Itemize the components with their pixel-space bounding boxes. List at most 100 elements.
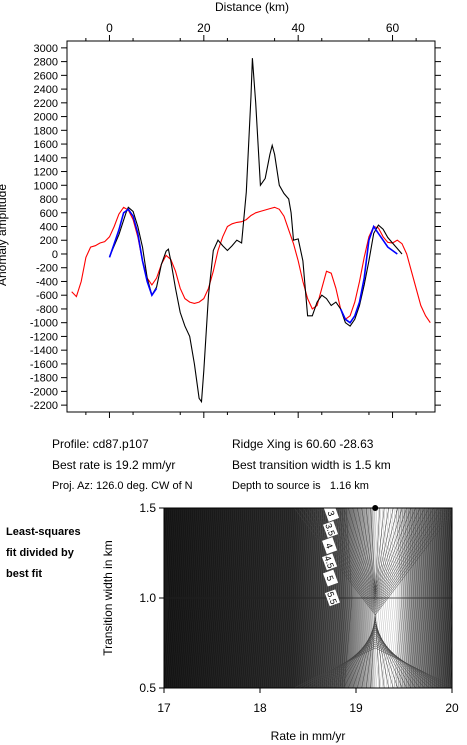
contour-line <box>293 508 301 599</box>
contour-line <box>219 597 229 688</box>
contour-line <box>219 508 227 599</box>
contour-line <box>227 597 237 688</box>
contour-line <box>312 639 439 688</box>
x-tick-label: 60 <box>386 21 400 35</box>
contour-line <box>164 508 171 599</box>
contour-label: 4 <box>322 537 338 555</box>
contour-line <box>319 597 329 688</box>
contour-line <box>191 508 199 599</box>
contour-line <box>401 508 409 599</box>
contour-line <box>361 617 389 688</box>
contour-line <box>347 597 357 688</box>
contour-line <box>183 597 193 688</box>
x-tick-labels: 17 18 19 20 <box>157 688 459 715</box>
contour-line <box>337 508 345 599</box>
contour-line <box>241 597 251 688</box>
y-tick-label: -800 <box>36 304 58 316</box>
contour-line <box>201 597 211 688</box>
y-tick-label: -600 <box>36 290 58 302</box>
contour-line <box>233 508 241 599</box>
contour-line <box>445 508 452 599</box>
misfit-contour-chart: 3 3.5 4 4.5 5 5.5 17 18 19 20 0.5 1.0 1.5 Rate in … <box>101 501 464 743</box>
contour-line <box>199 597 209 688</box>
contour-line <box>199 508 207 599</box>
contour-line <box>419 597 429 688</box>
contour-line <box>401 597 411 688</box>
y-axis-title: Anomaly amplitude <box>0 184 9 286</box>
y-tick-label: 1.5 <box>139 501 156 515</box>
contour-line <box>343 625 407 688</box>
depth-label: Depth to source is 1.16 km <box>232 480 369 492</box>
contour-line <box>456 598 464 688</box>
contour-label-text: 5.5 <box>325 590 339 605</box>
contour-line <box>405 597 415 688</box>
contour-line <box>397 508 405 599</box>
y-tick-label: 2400 <box>34 84 58 96</box>
series-line-fit <box>108 208 398 324</box>
contour-line <box>381 597 391 688</box>
contour-line <box>357 597 367 688</box>
contour-line <box>313 508 321 599</box>
contour-line <box>271 597 281 688</box>
contour-line <box>352 508 398 596</box>
contour-line <box>211 597 221 688</box>
contour-line <box>243 597 253 688</box>
contour-line <box>331 597 341 688</box>
contour-line <box>181 597 191 688</box>
contour-line <box>164 597 173 688</box>
x-tick-label: 19 <box>349 701 363 715</box>
contour-line <box>383 597 393 688</box>
contour-label-text: 5 <box>325 574 336 582</box>
contour-line <box>239 508 247 599</box>
contour-line <box>311 508 319 599</box>
best-transition-label: Best transition width is 1.5 km <box>232 458 391 472</box>
y-tick-label: -1800 <box>30 373 58 385</box>
contour-line <box>231 508 239 599</box>
contour-line <box>179 597 189 688</box>
contour-line <box>197 508 205 599</box>
contour-line <box>338 627 412 688</box>
contour-line <box>289 597 299 688</box>
contour-line <box>215 508 223 599</box>
contour-line <box>269 597 279 688</box>
contour-line <box>305 597 315 688</box>
contour-line <box>261 597 271 688</box>
contour-line <box>294 508 452 616</box>
contour-line <box>370 613 380 688</box>
contour-line <box>299 508 307 599</box>
contour-line <box>267 508 275 599</box>
contour-line <box>334 629 416 688</box>
contour-line <box>341 597 351 688</box>
contour-line <box>454 508 460 598</box>
y-tick-label: 2000 <box>34 112 58 124</box>
contour-lines <box>164 508 464 688</box>
contour-line <box>395 597 405 688</box>
proj-az-label: Proj. Az: 126.0 deg. CW of N <box>52 480 193 492</box>
contour-line <box>231 597 241 688</box>
contour-label-text: 4 <box>324 542 335 550</box>
y-tick-labels: 0.5 1.0 1.5 <box>139 501 164 695</box>
contour-label-bg <box>322 553 338 571</box>
contour-line <box>377 597 387 688</box>
contour-line <box>217 508 225 599</box>
contour-line <box>249 597 259 688</box>
contour-line <box>185 508 193 599</box>
contour-line <box>371 597 381 688</box>
contour-line <box>255 597 265 688</box>
contour-line <box>425 508 433 599</box>
y-tick-label: 1200 <box>34 167 58 179</box>
y-tick-label: 400 <box>40 222 58 234</box>
contour-line <box>343 508 407 600</box>
x-tick-label: 20 <box>197 21 211 35</box>
contour-line <box>247 597 257 688</box>
contour-line <box>439 597 449 688</box>
contour-line <box>237 508 245 599</box>
contour-line <box>221 597 231 688</box>
contour-label: 3.5 <box>322 520 339 538</box>
series-line-model <box>71 206 431 324</box>
contour-line <box>379 508 387 599</box>
contour-line <box>211 508 219 599</box>
y-tick-label: 2600 <box>34 70 58 82</box>
